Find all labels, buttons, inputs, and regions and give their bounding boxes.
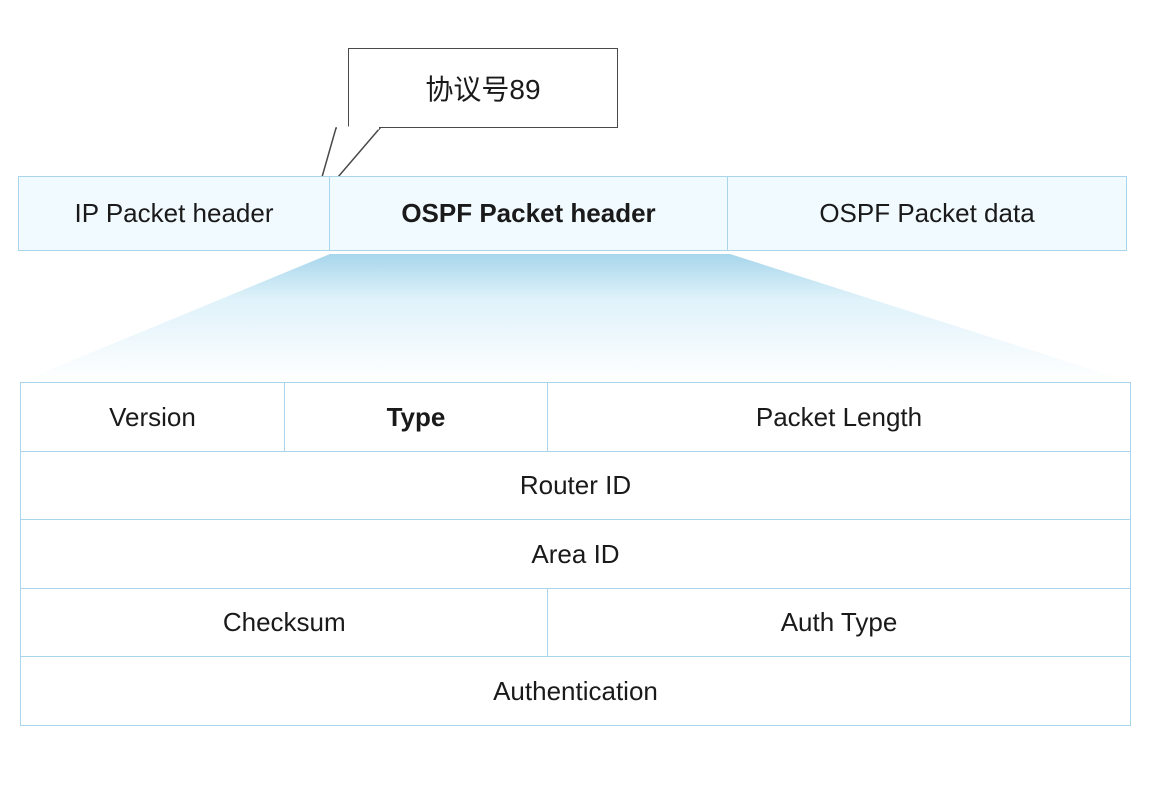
table-row: Checksum Auth Type [20, 589, 1131, 658]
field-label: Area ID [531, 539, 619, 570]
field-router-id: Router ID [20, 451, 1131, 521]
field-label: Authentication [493, 676, 658, 707]
field-label: Version [109, 402, 196, 433]
field-area-id: Area ID [20, 519, 1131, 589]
field-checksum: Checksum [20, 588, 549, 658]
expansion-gradient [20, 254, 1131, 382]
packet-cell-label: OSPF Packet header [401, 198, 655, 229]
packet-row: IP Packet header OSPF Packet header OSPF… [18, 176, 1127, 251]
table-row: Area ID [20, 521, 1131, 590]
field-type: Type [284, 382, 549, 452]
field-label: Router ID [520, 470, 631, 501]
table-row: Router ID [20, 452, 1131, 521]
field-label: Auth Type [781, 607, 898, 638]
field-packet-length: Packet Length [547, 382, 1131, 452]
ospf-header-detail-table: Version Type Packet Length Router ID Are… [20, 382, 1131, 726]
table-row: Version Type Packet Length [20, 382, 1131, 452]
packet-cell-ospf-header: OSPF Packet header [329, 176, 729, 251]
field-version: Version [20, 382, 285, 452]
packet-cell-ospf-data: OSPF Packet data [727, 176, 1127, 251]
field-authentication: Authentication [20, 656, 1131, 726]
table-row: Authentication [20, 658, 1131, 727]
packet-cell-label: IP Packet header [75, 198, 274, 229]
field-label: Type [387, 402, 446, 433]
packet-cell-ip-header: IP Packet header [18, 176, 330, 251]
packet-cell-label: OSPF Packet data [819, 198, 1034, 229]
field-auth-type: Auth Type [547, 588, 1131, 658]
field-label: Checksum [223, 607, 346, 638]
field-label: Packet Length [756, 402, 922, 433]
